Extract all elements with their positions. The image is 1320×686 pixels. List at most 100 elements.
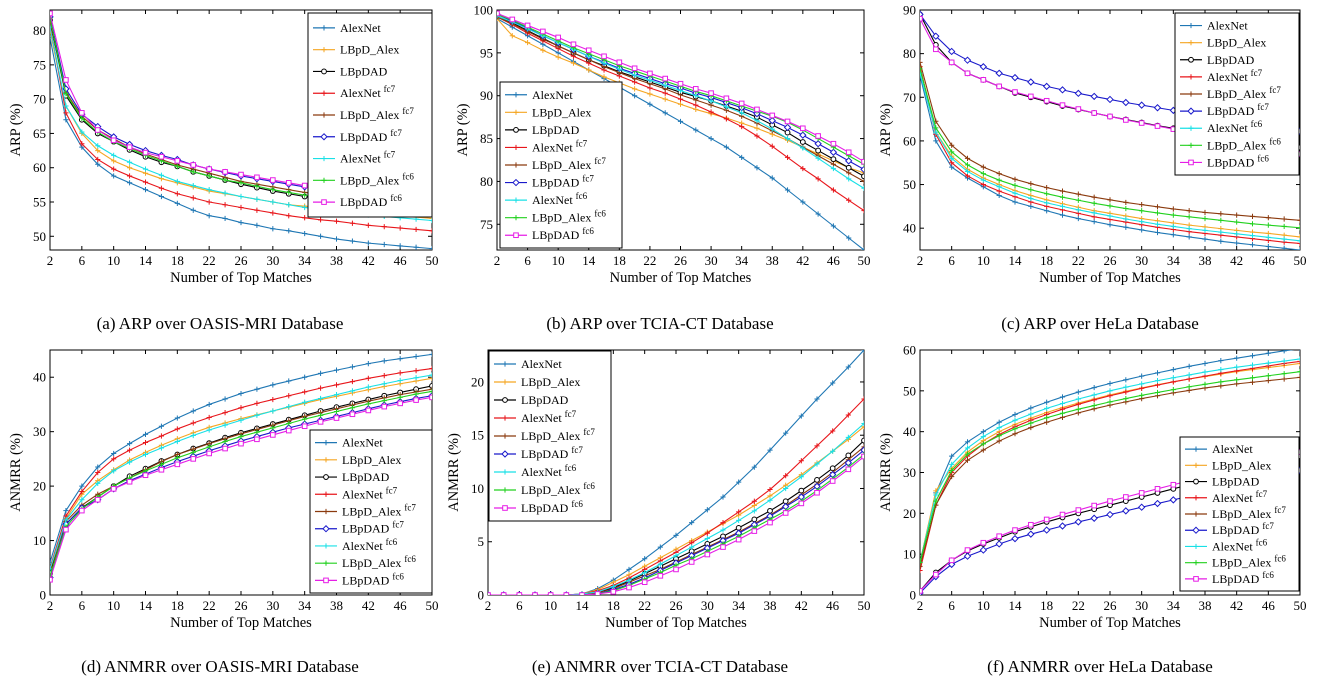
data-point-LBpDAD_fc7 (1011, 534, 1019, 543)
legend-superscript: fc7 (402, 106, 414, 116)
y-tick-label: 60 (903, 133, 916, 148)
data-point-AlexNet (784, 187, 791, 193)
data-point-AlexNet_fc6 (704, 535, 710, 542)
data-point-LBpD_Alex_fc6 (1012, 182, 1018, 189)
data-point-AlexNet_fc6 (830, 165, 837, 172)
data-point-AlexNet (814, 396, 820, 402)
data-point-LBpDAD_fc6 (206, 166, 212, 172)
data-point-AlexNet_fc6 (751, 508, 757, 514)
data-point-LBpDAD_fc6 (570, 41, 577, 48)
x-tick-label: 2 (917, 598, 924, 613)
data-point-LBpD_Alex_fc6 (1059, 410, 1066, 416)
legend-label: LBpD_Alex (521, 375, 580, 389)
data-point-LBpDAD_fc6 (601, 53, 607, 60)
data-point-AlexNet_fc6 (1234, 231, 1240, 237)
data-point-LBpDAD (429, 383, 432, 389)
data-point-LBpD_Alex_fc6 (1107, 203, 1113, 209)
data-point-LBpD_Alex_fc7 (1044, 185, 1050, 191)
data-point-AlexNet (1028, 405, 1034, 411)
legend-label: LBpDAD fc6 (521, 499, 583, 515)
chart-svg: 2 6 10 14 18 22 26 30 34 38 42 46 500102030405060Num… (880, 343, 1307, 631)
data-point-AlexNet (254, 386, 260, 392)
data-point-AlexNet (657, 544, 663, 550)
data-point-LBpD_Alex_fc6 (222, 438, 228, 445)
data-point-AlexNet (1202, 236, 1208, 242)
y-tick-label: 60 (903, 343, 916, 358)
data-point-AlexNet_fc7 (1154, 382, 1161, 388)
data-point-AlexNet_fc6 (736, 517, 742, 524)
data-point-LBpDAD (861, 437, 864, 444)
data-point-AlexNet_fc6 (1123, 384, 1129, 390)
legend-superscript: fc7 (565, 409, 577, 419)
data-point-LBpD_Alex_fc7 (846, 170, 852, 176)
data-point-LBpD_Alex_fc6 (1297, 225, 1300, 231)
legend-label: LBpDAD fc6 (1212, 570, 1274, 586)
data-point-AlexNet_fc6 (980, 177, 986, 183)
data-point-AlexNet_fc6 (1202, 369, 1208, 375)
data-point-AlexNet_fc6 (642, 570, 648, 576)
legend-marker-LBpD_Alex_fc7 (513, 162, 519, 168)
data-point-AlexNet (720, 494, 726, 500)
data-point-AlexNet_fc6 (1154, 378, 1161, 384)
data-point-LBpD_Alex_fc7 (1297, 374, 1300, 380)
y-tick-label: 70 (903, 90, 916, 105)
legend-superscript: fc7 (404, 503, 416, 513)
x-axis-label: Number of Top Matches (605, 615, 747, 631)
legend-marker-AlexNet_fc6 (323, 543, 329, 549)
legend-marker-LBpDAD_fc7 (320, 133, 328, 141)
data-point-LBpDAD_fc6 (126, 144, 133, 150)
y-tick-label: 100 (474, 3, 494, 18)
x-tick-label: 34 (735, 253, 749, 268)
y-tick-label: 70 (33, 92, 46, 107)
data-point-AlexNet_fc7 (769, 143, 775, 149)
data-point-LBpD_Alex_fc6 (964, 162, 971, 168)
data-point-AlexNet_fc6 (79, 129, 85, 135)
data-point-AlexNet_fc7 (845, 412, 851, 418)
data-point-AlexNet (1249, 242, 1256, 248)
data-point-AlexNet_fc7 (270, 210, 276, 216)
data-point-AlexNet (174, 415, 180, 421)
data-point-AlexNet (1059, 394, 1066, 400)
x-tick-label: 14 (576, 598, 590, 613)
data-point-LBpD_Alex_fc6 (920, 559, 923, 565)
data-point-AlexNet_fc6 (1170, 375, 1176, 381)
data-point-AlexNet_fc6 (1012, 190, 1018, 196)
data-point-LBpD_Alex_fc6 (1170, 387, 1176, 393)
legend-label: LBpDAD (1207, 53, 1255, 67)
legend-label: LBpD_Alex (532, 105, 591, 119)
data-point-LBpD_Alex_fc7 (1265, 215, 1271, 221)
data-point-AlexNet_fc7 (861, 396, 864, 402)
data-point-AlexNet_fc7 (206, 199, 212, 205)
legend-marker-AlexNet_fc6 (1193, 543, 1199, 550)
data-point-AlexNet_fc6 (846, 176, 852, 182)
data-point-AlexNet_fc7 (190, 195, 196, 201)
data-point-LBpDAD_fc6 (317, 419, 324, 425)
data-point-AlexNet_fc7 (767, 486, 773, 493)
data-point-AlexNet (238, 390, 244, 397)
data-point-AlexNet_fc6 (723, 104, 729, 110)
chart-caption: (b) ARP over TCIA-CT Database (546, 314, 774, 333)
data-point-LBpDAD_fc7 (1074, 518, 1083, 526)
data-point-AlexNet (1218, 358, 1224, 364)
data-point-AlexNet_fc6 (254, 412, 260, 418)
data-point-AlexNet (767, 447, 773, 453)
data-point-LBpDAD_fc6 (830, 140, 837, 147)
data-point-LBpD_Alex_fc6 (270, 425, 276, 431)
data-point-LBpD_Alex (861, 170, 864, 176)
data-point-LBpDAD_fc6 (673, 566, 679, 573)
data-point-LBpDAD_fc6 (996, 533, 1002, 539)
legend-superscript: fc7 (583, 427, 595, 437)
data-point-LBpDAD_fc6 (1075, 106, 1082, 112)
data-point-LBpD_Alex_fc6 (1075, 406, 1081, 412)
x-tick-label: 42 (1230, 253, 1243, 268)
data-point-AlexNet (1012, 411, 1018, 418)
data-point-AlexNet_fc6 (174, 178, 180, 185)
data-point-LBpD_Alex_fc7 (1297, 217, 1300, 223)
data-point-AlexNet_fc6 (1012, 417, 1018, 423)
data-point-AlexNet (1281, 350, 1287, 354)
legend-marker-LBpD_Alex (502, 379, 508, 385)
data-point-AlexNet_fc7 (830, 428, 836, 434)
data-point-LBpDAD_fc6 (1059, 102, 1066, 108)
data-point-LBpDAD_fc6 (677, 80, 684, 87)
chart-caption: (d) ANMRR over OASIS-MRI Database (81, 657, 359, 676)
